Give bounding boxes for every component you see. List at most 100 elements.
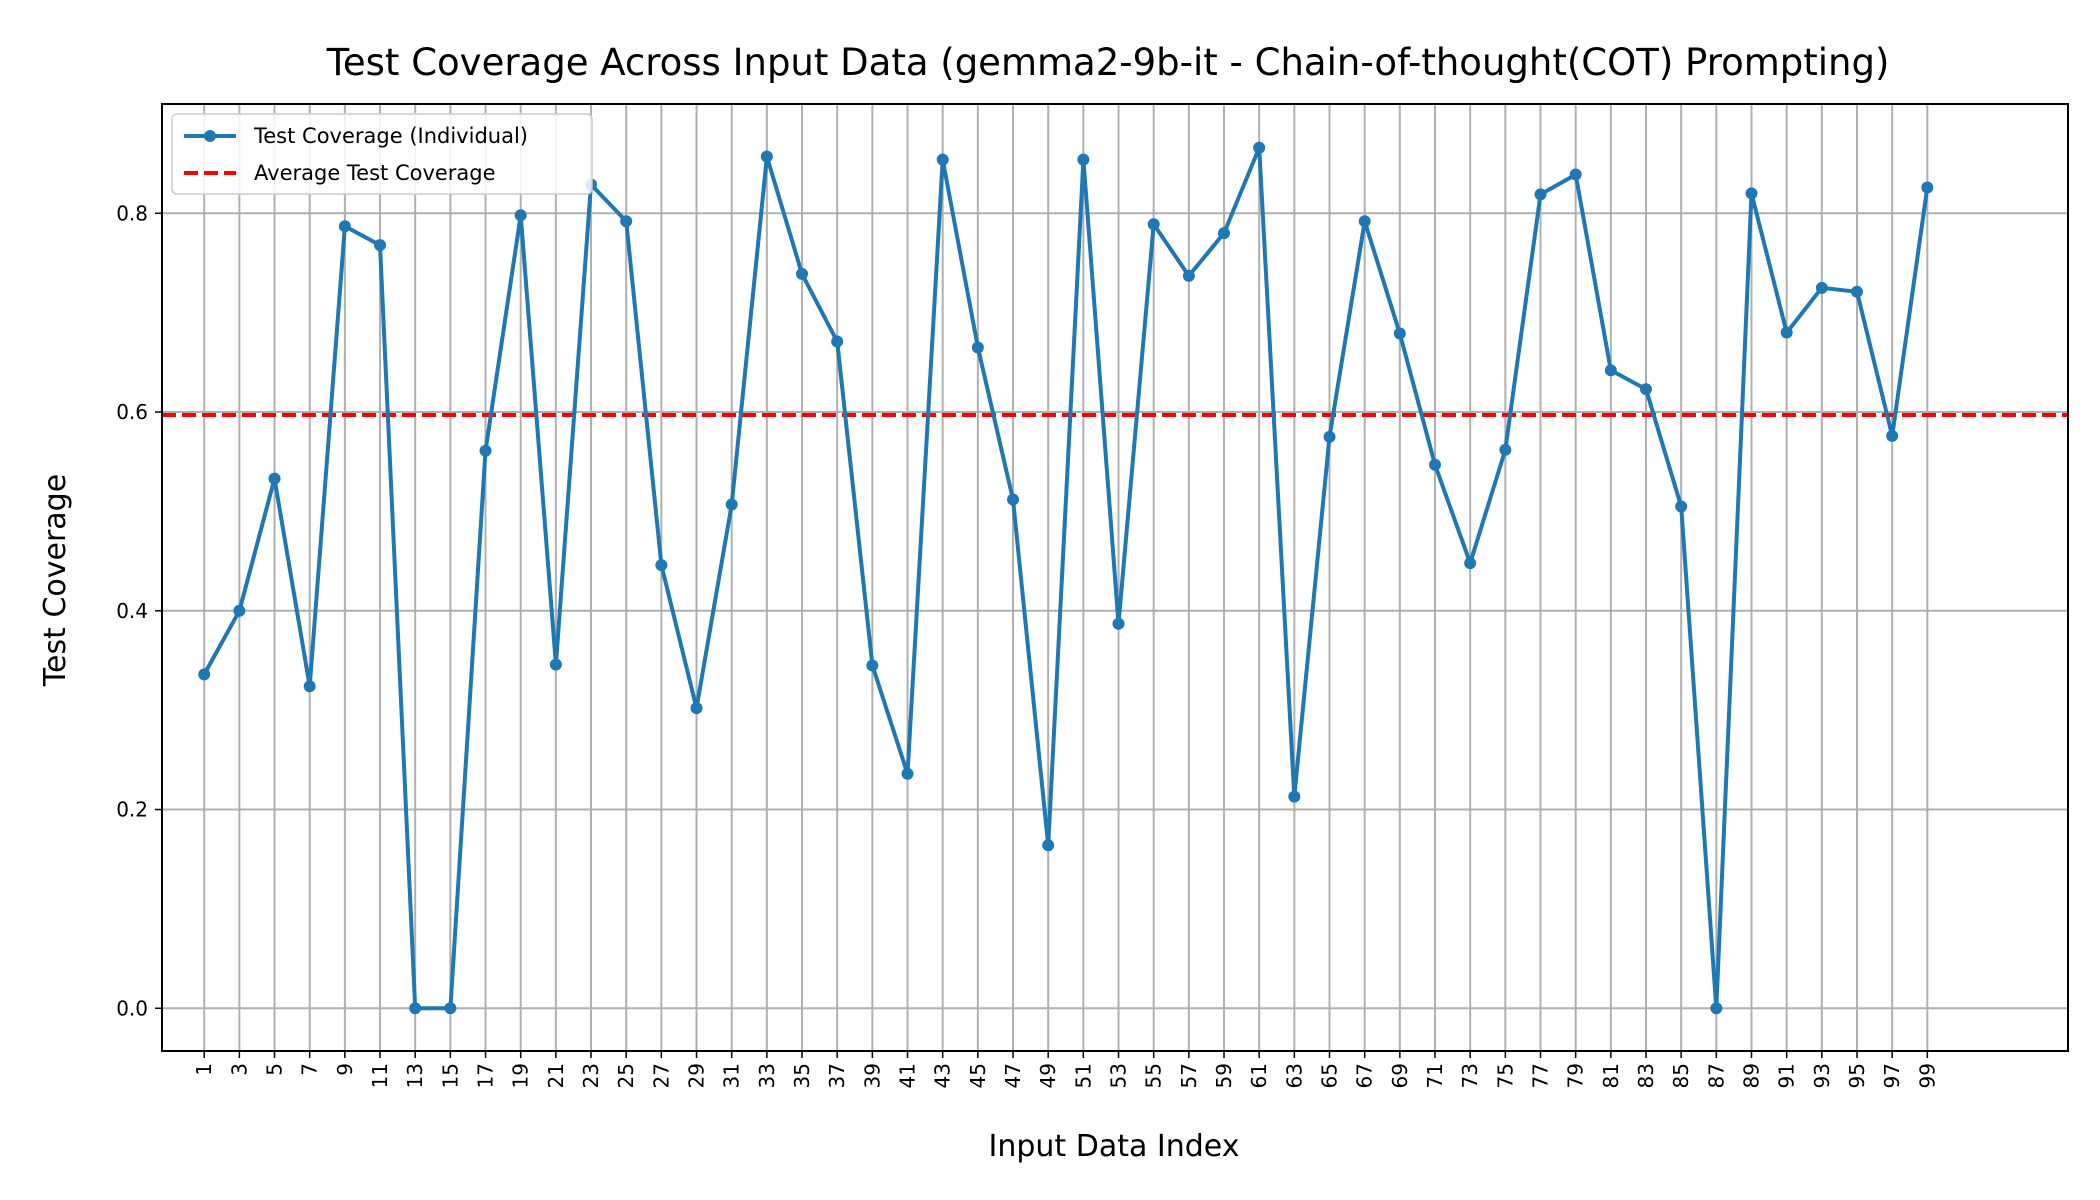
data-point (1182, 269, 1195, 282)
x-tick-label: 23 (579, 1063, 603, 1088)
x-tick-label: 79 (1564, 1063, 1588, 1088)
data-point (725, 498, 738, 511)
x-tick-label: 89 (1740, 1063, 1764, 1088)
x-tick-label: 57 (1177, 1063, 1201, 1088)
data-point (1569, 168, 1582, 181)
x-tick-label: 97 (1880, 1063, 1904, 1088)
x-tick-label: 5 (263, 1063, 287, 1076)
data-point (409, 1002, 422, 1015)
data-point (1042, 839, 1055, 852)
x-tick-label: 61 (1247, 1063, 1271, 1088)
legend-label-average: Average Test Coverage (254, 161, 496, 185)
x-tick-label: 73 (1458, 1063, 1482, 1088)
data-point (1323, 430, 1336, 443)
data-point (1886, 429, 1899, 442)
series-line (202, 145, 1930, 1011)
x-tick-label: 13 (403, 1063, 427, 1088)
data-point (338, 220, 351, 233)
data-point (549, 658, 562, 671)
x-tick-label: 7 (298, 1063, 322, 1076)
y-axis-label: Test Coverage (38, 474, 73, 687)
x-tick-label: 51 (1071, 1063, 1095, 1088)
x-axis-label: Input Data Index (989, 1129, 1240, 1164)
x-tick-label: 87 (1704, 1063, 1728, 1088)
data-point (1780, 326, 1793, 339)
x-tick-label: 55 (1142, 1063, 1166, 1088)
data-point (303, 680, 316, 693)
legend: Test Coverage (Individual) Average Test … (171, 113, 593, 195)
series-layer (198, 141, 1934, 1015)
data-point (1147, 218, 1160, 231)
x-tick-label: 83 (1634, 1063, 1658, 1088)
data-point (655, 559, 668, 572)
x-tick-label: 21 (544, 1063, 568, 1088)
data-point (1077, 153, 1090, 166)
x-tick-label: 81 (1599, 1063, 1623, 1088)
x-tick-label: 59 (1212, 1063, 1236, 1088)
data-point (233, 604, 246, 617)
data-point (1815, 281, 1828, 294)
data-point (1112, 617, 1125, 630)
x-tick-label: 69 (1388, 1063, 1412, 1088)
y-tick-label: 0.4 (116, 599, 148, 623)
data-point (971, 341, 984, 354)
data-point (1675, 500, 1688, 513)
data-point (690, 702, 703, 715)
x-tick-label: 15 (438, 1063, 462, 1088)
x-tick-label: 99 (1915, 1063, 1939, 1088)
data-point (831, 335, 844, 348)
data-point (620, 215, 633, 228)
x-tick-label: 39 (860, 1063, 884, 1088)
data-point (1007, 493, 1020, 506)
chart-title: Test Coverage Across Input Data (gemma2-… (326, 41, 1890, 84)
x-tick-label: 11 (368, 1063, 392, 1088)
legend-label-series: Test Coverage (Individual) (253, 124, 528, 148)
x-tick-label: 35 (790, 1063, 814, 1088)
x-tick-label: 95 (1845, 1063, 1869, 1088)
x-tick-label: 93 (1810, 1063, 1834, 1088)
x-tick-label: 1 (192, 1063, 216, 1076)
x-tick-label: 91 (1775, 1063, 1799, 1088)
y-tick-label: 0.8 (116, 201, 148, 225)
x-tick-label: 41 (896, 1063, 920, 1088)
data-point (1604, 364, 1617, 377)
x-tick-label: 65 (1318, 1063, 1342, 1088)
x-tick-label: 33 (755, 1063, 779, 1088)
data-point (1464, 557, 1477, 570)
data-point (1640, 383, 1653, 396)
x-tick-label: 3 (227, 1063, 251, 1076)
data-point (1851, 285, 1864, 298)
data-point (1921, 181, 1934, 194)
data-point (268, 472, 281, 485)
x-tick-label: 43 (931, 1063, 955, 1088)
data-point (901, 767, 914, 780)
data-point (1499, 443, 1512, 456)
data-point (1358, 215, 1371, 228)
data-point (1710, 1002, 1723, 1015)
data-point (866, 659, 879, 672)
x-tick-label: 85 (1669, 1063, 1693, 1088)
x-tick-label: 53 (1107, 1063, 1131, 1088)
data-point (1253, 141, 1266, 154)
y-axis-ticks: 0.0 0.2 0.4 0.6 0.8 (116, 201, 162, 1020)
data-point (1429, 458, 1442, 471)
x-tick-label: 71 (1423, 1063, 1447, 1088)
data-point (479, 444, 492, 457)
data-point (1745, 187, 1758, 200)
data-point (514, 209, 527, 222)
y-tick-label: 0.2 (116, 798, 148, 822)
x-tick-label: 31 (720, 1063, 744, 1088)
data-point (796, 267, 809, 280)
data-point (198, 668, 211, 681)
data-point (444, 1002, 457, 1015)
x-tick-label: 47 (1001, 1063, 1025, 1088)
data-point (1288, 790, 1301, 803)
x-tick-label: 17 (474, 1063, 498, 1088)
x-tick-label: 27 (649, 1063, 673, 1088)
x-tick-label: 9 (333, 1063, 357, 1076)
y-tick-label: 0.0 (116, 996, 148, 1020)
x-tick-label: 29 (685, 1063, 709, 1088)
legend-marker-series (204, 130, 216, 142)
x-tick-label: 25 (614, 1063, 638, 1088)
x-tick-label: 49 (1036, 1063, 1060, 1088)
